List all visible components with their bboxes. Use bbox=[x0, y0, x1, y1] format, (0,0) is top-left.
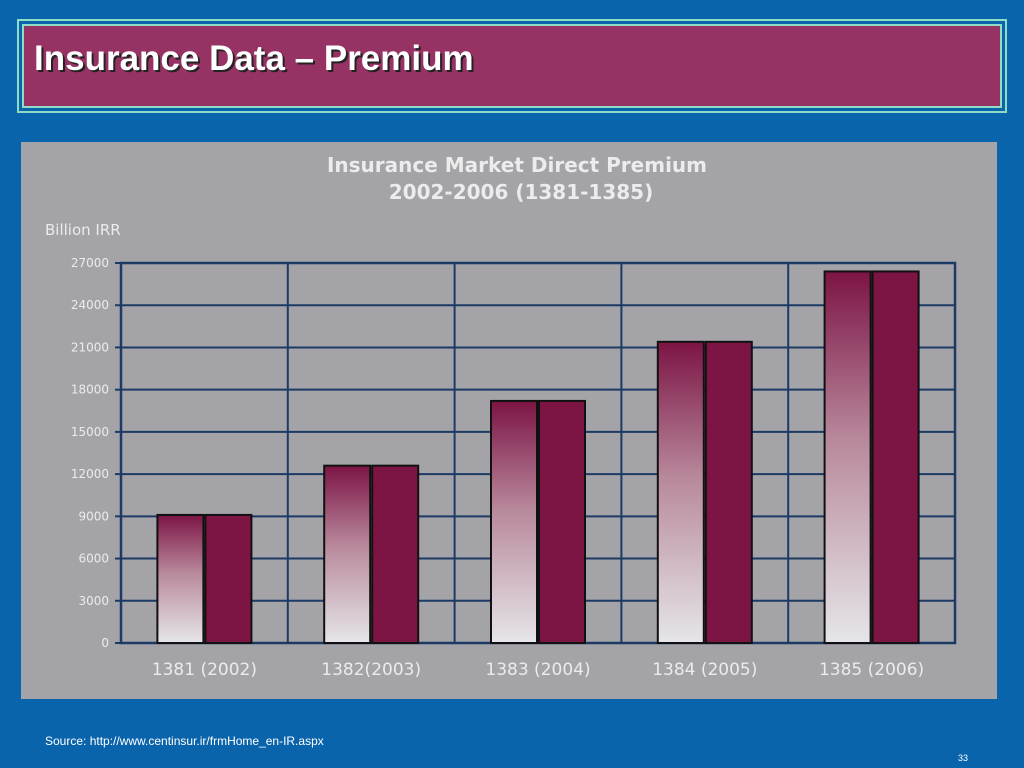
title-banner: Insurance Data – Premium bbox=[22, 24, 1002, 108]
y-tick-label: 9000 bbox=[78, 509, 109, 523]
bar-solid-4 bbox=[871, 270, 920, 644]
bar-solid-3 bbox=[704, 340, 753, 644]
chart-panel: Insurance Market Direct Premium 2002-200… bbox=[21, 142, 997, 699]
title-box: Insurance Data – Premium bbox=[17, 19, 1007, 113]
y-tick-label: 12000 bbox=[71, 467, 109, 481]
x-tick-label: 1383 (2004) bbox=[485, 660, 590, 680]
y-tick-label: 3000 bbox=[78, 594, 109, 608]
x-tick-label: 1384 (2005) bbox=[652, 660, 757, 680]
y-tick-label: 0 bbox=[101, 636, 109, 650]
y-tick-label: 21000 bbox=[71, 340, 109, 354]
y-tick-label: 15000 bbox=[71, 425, 109, 439]
bar-gradient-2 bbox=[490, 399, 538, 645]
y-tick-label: 6000 bbox=[78, 552, 109, 566]
y-tick-label: 24000 bbox=[71, 298, 109, 312]
bar-gradient-4 bbox=[823, 270, 872, 644]
chart-title: Insurance Market Direct Premium bbox=[327, 153, 707, 177]
bar-solid-2 bbox=[538, 399, 586, 645]
bar-gradient-0 bbox=[156, 513, 205, 645]
slide-title: Insurance Data – Premium bbox=[34, 39, 474, 78]
x-tick-label: 1382(2003) bbox=[321, 660, 421, 680]
source-note: Source: http://www.centinsur.ir/frmHome_… bbox=[45, 734, 324, 748]
bar-gradient-1 bbox=[323, 464, 372, 644]
x-tick-label: 1385 (2006) bbox=[819, 660, 924, 680]
premium-bar-chart: Insurance Market Direct Premium 2002-200… bbox=[45, 153, 957, 680]
y-axis-unit-label: Billion IRR bbox=[45, 221, 121, 239]
bar-gradient-3 bbox=[656, 340, 705, 644]
chart-subtitle: 2002-2006 (1381-1385) bbox=[389, 180, 654, 204]
y-tick-label: 18000 bbox=[71, 383, 109, 397]
y-tick-label: 27000 bbox=[71, 256, 109, 270]
bar-solid-0 bbox=[204, 513, 253, 645]
page-number: 33 bbox=[958, 753, 969, 763]
x-tick-label: 1381 (2002) bbox=[152, 660, 257, 680]
bar-solid-1 bbox=[371, 464, 420, 644]
